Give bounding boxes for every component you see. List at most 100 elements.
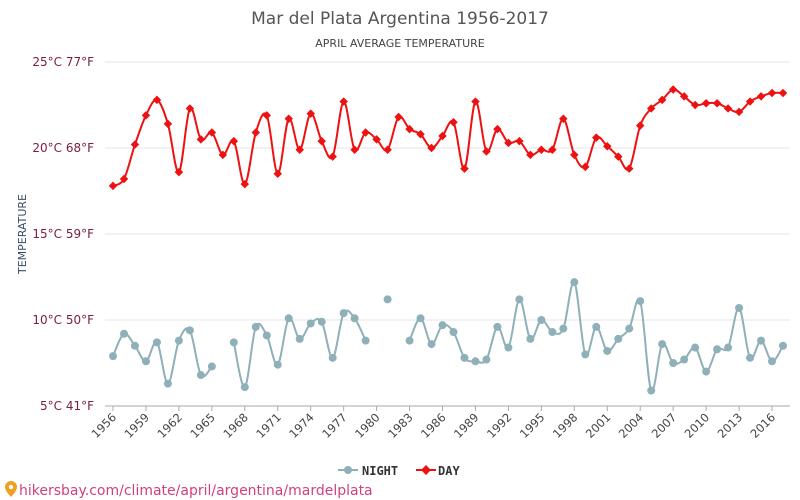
night-point[interactable] xyxy=(339,309,348,318)
day-point[interactable] xyxy=(163,119,173,129)
day-point[interactable] xyxy=(690,100,700,110)
day-point[interactable] xyxy=(778,88,788,98)
night-point[interactable] xyxy=(592,322,601,331)
night-point[interactable] xyxy=(196,371,205,380)
legend-night[interactable]: NIGHT xyxy=(338,464,398,478)
day-point[interactable] xyxy=(635,121,645,130)
day-point[interactable] xyxy=(152,95,162,105)
night-point[interactable] xyxy=(526,334,535,343)
day-point[interactable] xyxy=(262,111,272,120)
day-point[interactable] xyxy=(712,99,722,108)
day-point[interactable] xyxy=(251,128,261,137)
night-point[interactable] xyxy=(383,295,392,304)
night-point[interactable] xyxy=(713,345,722,354)
day-point[interactable] xyxy=(592,133,601,142)
day-point[interactable] xyxy=(767,88,777,98)
night-point[interactable] xyxy=(361,336,370,345)
day-point[interactable] xyxy=(108,181,118,191)
night-point[interactable] xyxy=(295,334,304,343)
day-point[interactable] xyxy=(207,128,217,137)
night-point[interactable] xyxy=(768,357,777,366)
night-point[interactable] xyxy=(460,353,469,362)
day-point[interactable] xyxy=(701,99,711,108)
night-point[interactable] xyxy=(603,346,612,355)
night-point[interactable] xyxy=(537,316,546,324)
night-point[interactable] xyxy=(647,386,656,395)
day-point[interactable] xyxy=(756,92,766,101)
day-point[interactable] xyxy=(295,145,304,154)
day-point[interactable] xyxy=(438,131,447,141)
night-point[interactable] xyxy=(658,340,667,349)
day-point[interactable] xyxy=(185,104,195,113)
night-point[interactable] xyxy=(735,303,744,312)
night-point[interactable] xyxy=(207,362,216,371)
night-point[interactable] xyxy=(570,278,579,287)
day-point[interactable] xyxy=(405,124,414,134)
day-point[interactable] xyxy=(624,164,634,173)
night-point[interactable] xyxy=(471,357,480,366)
night-point[interactable] xyxy=(702,367,711,376)
night-point[interactable] xyxy=(427,340,436,349)
night-point[interactable] xyxy=(130,341,139,350)
night-point[interactable] xyxy=(163,379,172,388)
night-point[interactable] xyxy=(405,336,414,345)
night-point[interactable] xyxy=(152,338,161,347)
night-point[interactable] xyxy=(504,343,513,352)
night-point[interactable] xyxy=(273,360,282,369)
day-point[interactable] xyxy=(493,124,502,134)
night-point[interactable] xyxy=(482,355,491,364)
night-point[interactable] xyxy=(438,321,447,330)
night-point[interactable] xyxy=(328,353,337,362)
day-point[interactable] xyxy=(504,138,513,148)
source-url[interactable]: hikersbay.com/climate/april/argentina/ma… xyxy=(19,483,373,499)
source-link[interactable]: hikersbay.com/climate/april/argentina/ma… xyxy=(5,481,373,499)
night-point[interactable] xyxy=(669,359,678,367)
day-point[interactable] xyxy=(273,169,282,179)
day-point[interactable] xyxy=(196,135,206,144)
day-point[interactable] xyxy=(229,136,239,146)
night-point[interactable] xyxy=(109,352,117,361)
day-point[interactable] xyxy=(416,129,425,139)
day-point[interactable] xyxy=(471,97,480,106)
night-point[interactable] xyxy=(581,350,590,359)
night-point[interactable] xyxy=(449,328,458,337)
night-point[interactable] xyxy=(174,336,183,345)
night-point[interactable] xyxy=(416,314,425,323)
day-point[interactable] xyxy=(537,145,546,154)
day-point[interactable] xyxy=(383,145,392,154)
day-point[interactable] xyxy=(482,147,491,156)
night-point[interactable] xyxy=(229,338,238,347)
night-point[interactable] xyxy=(185,326,194,335)
legend-day[interactable]: DAY xyxy=(416,464,460,478)
night-point[interactable] xyxy=(625,324,634,333)
day-point[interactable] xyxy=(570,150,579,160)
day-point[interactable] xyxy=(130,140,140,149)
night-point[interactable] xyxy=(141,357,150,366)
day-point[interactable] xyxy=(460,164,469,173)
day-point[interactable] xyxy=(328,152,337,161)
day-point[interactable] xyxy=(449,117,458,127)
day-point[interactable] xyxy=(339,97,348,106)
night-point[interactable] xyxy=(680,355,689,364)
night-point[interactable] xyxy=(251,322,260,331)
day-point[interactable] xyxy=(317,136,326,146)
day-point[interactable] xyxy=(141,111,151,120)
night-point[interactable] xyxy=(262,331,271,340)
night-point[interactable] xyxy=(240,383,249,392)
night-point[interactable] xyxy=(559,324,568,333)
night-point[interactable] xyxy=(515,295,524,304)
night-point[interactable] xyxy=(614,334,623,343)
day-point[interactable] xyxy=(548,145,557,154)
day-point[interactable] xyxy=(372,135,381,144)
night-point[interactable] xyxy=(779,341,787,350)
day-point[interactable] xyxy=(284,114,293,124)
night-point[interactable] xyxy=(746,353,755,362)
day-point[interactable] xyxy=(350,145,359,154)
day-point[interactable] xyxy=(394,112,403,122)
day-point[interactable] xyxy=(361,128,370,137)
day-point[interactable] xyxy=(723,104,733,113)
night-point[interactable] xyxy=(284,314,293,323)
night-point[interactable] xyxy=(724,343,733,352)
night-point[interactable] xyxy=(317,317,326,326)
night-point[interactable] xyxy=(119,329,128,338)
